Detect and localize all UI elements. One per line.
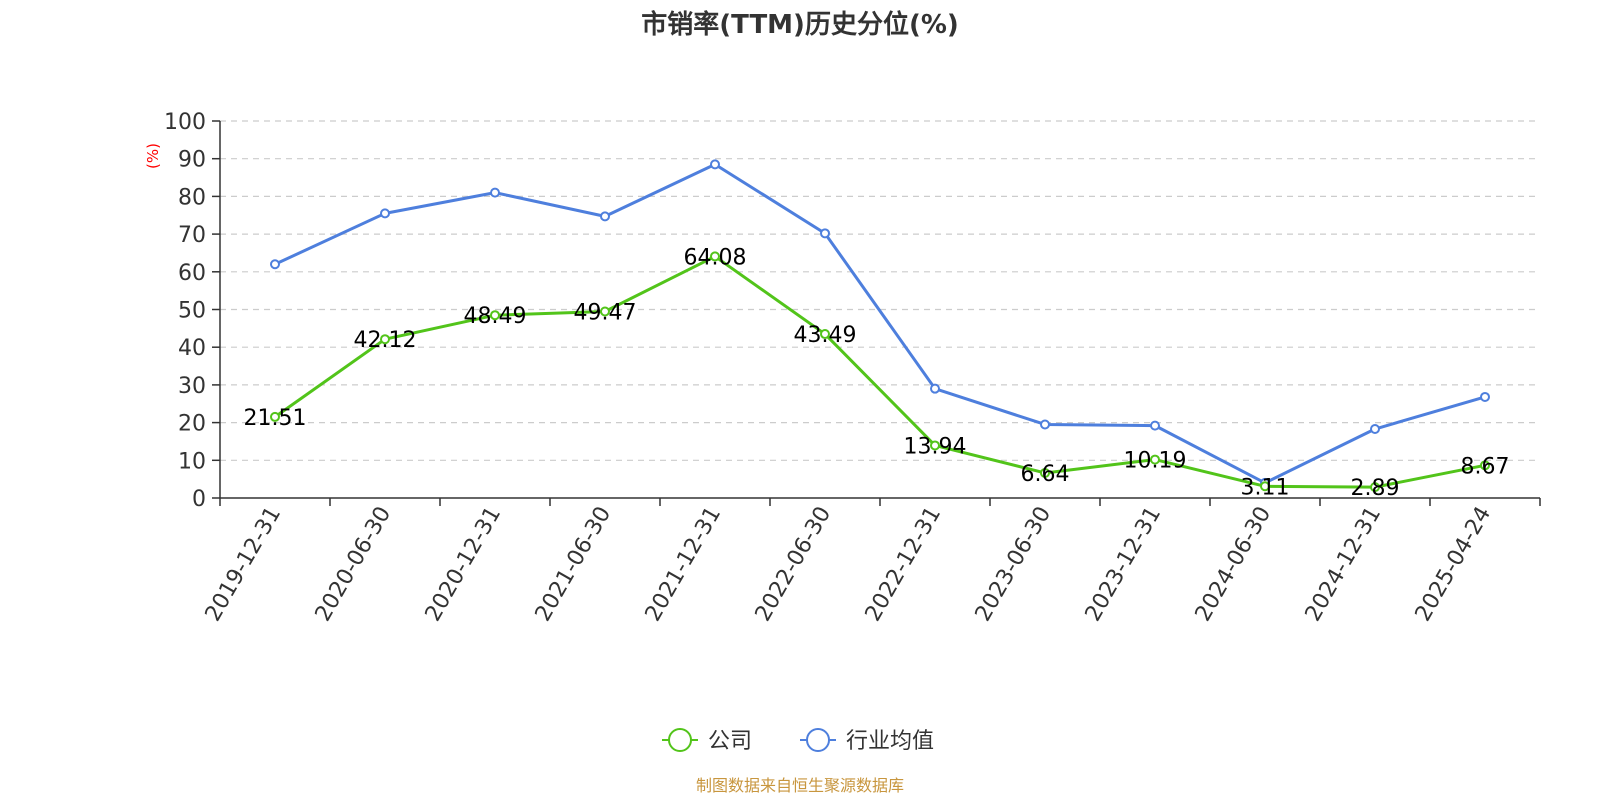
data-point (270, 411, 280, 422)
legend-marker (668, 728, 692, 752)
data-point (600, 306, 610, 317)
y-tick-label: 20 (178, 412, 206, 437)
x-tick-label: 2020-06-30 (311, 503, 397, 626)
x-tick-label: 2024-12-31 (1301, 503, 1387, 626)
x-tick-label: 2023-06-30 (971, 503, 1057, 626)
data-label: 42.12 (354, 328, 417, 353)
data-label: 3.11 (1241, 475, 1290, 500)
data-point (380, 334, 390, 345)
data-point (490, 310, 500, 321)
legend-marker (806, 728, 830, 752)
data-label: 6.64 (1021, 462, 1070, 487)
data-point (930, 440, 940, 451)
data-label: 64.08 (684, 245, 747, 270)
data-label: 13.94 (904, 434, 967, 459)
data-label: 8.67 (1461, 454, 1510, 479)
source-note: 制图数据来自恒生聚源数据库 (696, 776, 904, 795)
data-label: 2.89 (1351, 476, 1400, 501)
y-tick-label: 60 (178, 261, 206, 286)
data-point (820, 228, 830, 239)
data-point (1260, 481, 1270, 492)
axis-layer: 0 10 20 30 40 50 60 70 80 90 100 2019-12-31 2020-06-… (164, 110, 1541, 626)
x-tick-label: 2024-06-30 (1191, 503, 1277, 626)
data-point (1480, 391, 1490, 402)
y-tick-label: 40 (178, 336, 206, 361)
data-label: 21.51 (244, 406, 307, 431)
y-tick-label: 90 (178, 148, 206, 173)
x-tick-label: 2023-12-31 (1081, 503, 1167, 626)
series-line (274, 254, 1486, 489)
data-point (600, 211, 610, 222)
data-label: 10.19 (1124, 449, 1187, 474)
y-tick-label: 30 (178, 374, 206, 399)
data-label: 43.49 (794, 323, 857, 348)
x-tick-label: 2022-12-31 (861, 503, 947, 626)
data-label: 49.47 (574, 300, 637, 325)
y-tick-label: 50 (178, 299, 206, 324)
legend-label: 公司 (708, 729, 752, 754)
data-point (1040, 467, 1050, 478)
data-point (820, 329, 830, 340)
data-point (1150, 454, 1160, 465)
data-label-layer: 21.51 42.12 48.49 49.47 64.08 43.49 13.94 6.64 1… (244, 245, 1510, 501)
data-label: 48.49 (464, 304, 527, 329)
data-point (710, 251, 720, 262)
x-tick-label: 2020-12-31 (421, 503, 507, 626)
grid-layer (220, 120, 1540, 461)
data-point (930, 383, 940, 394)
x-tick-label: 2019-12-31 (201, 503, 287, 626)
series-layer (270, 159, 1490, 493)
data-point (1480, 460, 1490, 471)
legend-label: 行业均值 (846, 729, 934, 754)
data-point (710, 159, 720, 170)
data-point (490, 187, 500, 198)
x-tick-label: 2021-12-31 (641, 503, 727, 626)
y-tick-label: 80 (178, 185, 206, 210)
data-point (1370, 482, 1380, 493)
y-tick-label: 100 (164, 110, 206, 135)
chart-title: 市销率(TTM)历史分位(%) (641, 9, 959, 40)
x-tick-label: 2025-04-24 (1411, 503, 1497, 626)
y-tick-label: 10 (178, 449, 206, 474)
data-point (270, 259, 280, 270)
data-point (380, 208, 390, 219)
x-tick-label: 2022-06-30 (751, 503, 837, 626)
x-tick-label: 2021-06-30 (531, 503, 617, 626)
y-tick-label: 0 (192, 487, 206, 512)
series-line (274, 162, 1486, 485)
data-point (1370, 424, 1380, 435)
data-point (1040, 419, 1050, 430)
data-point (1150, 420, 1160, 431)
y-axis-label: (%) (144, 143, 162, 169)
y-tick-label: 70 (178, 223, 206, 248)
legend: 公司 行业均值 (662, 728, 934, 754)
